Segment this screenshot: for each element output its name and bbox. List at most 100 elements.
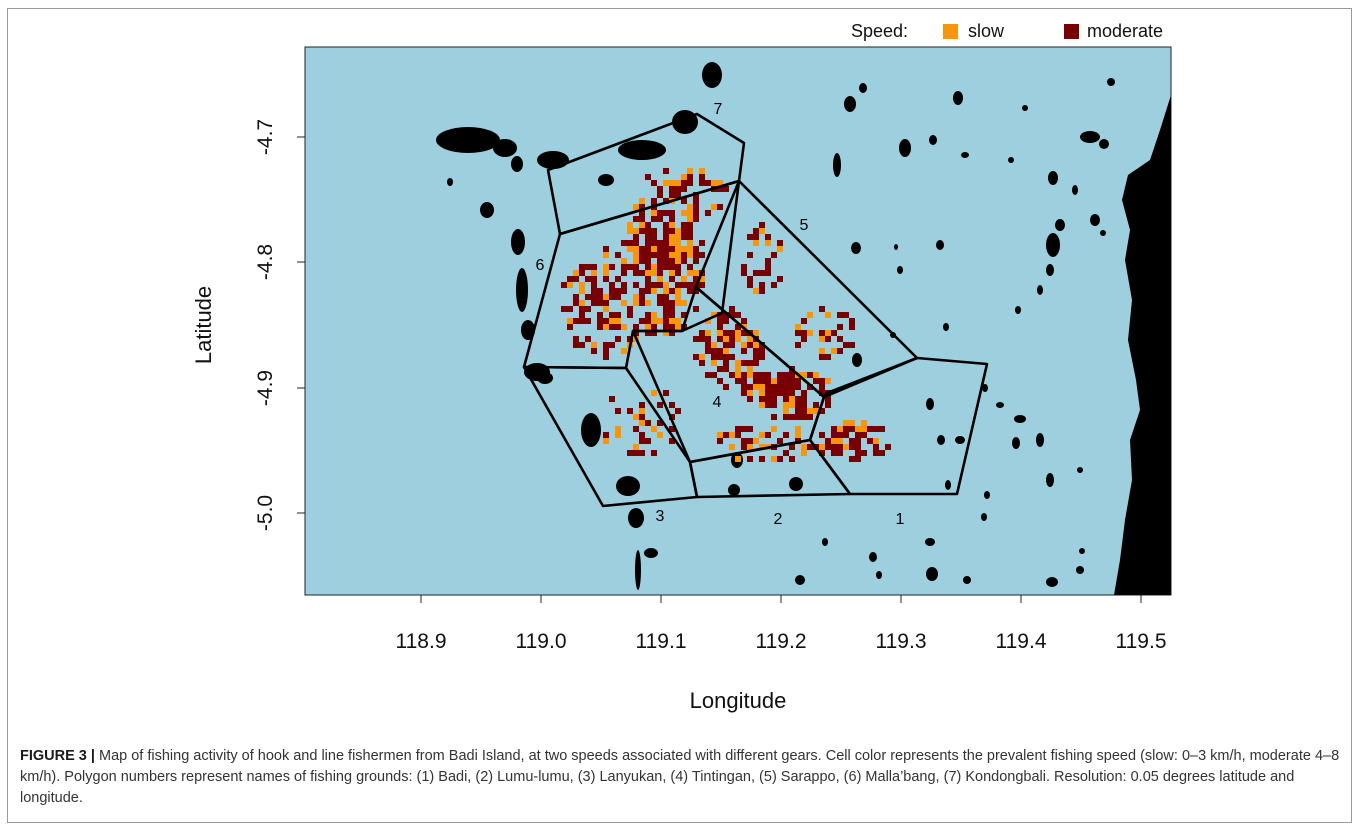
fishing-cell: [621, 300, 627, 306]
fishing-cell: [681, 276, 687, 282]
fishing-cell: [603, 264, 609, 270]
polygon-label-4: 4: [713, 394, 722, 411]
fishing-cell: [681, 174, 687, 180]
fishing-cell: [609, 396, 615, 402]
fishing-cell: [645, 438, 651, 444]
fishing-cell: [669, 192, 675, 198]
fishing-cell: [699, 354, 705, 360]
fishing-cell: [657, 246, 663, 252]
fishing-cell: [717, 318, 723, 324]
fishing-cell: [657, 270, 663, 276]
fishing-cell: [651, 312, 657, 318]
fishing-cell: [675, 258, 681, 264]
fishing-cell: [621, 282, 627, 288]
fishing-cell: [861, 426, 867, 432]
fishing-cell: [777, 372, 783, 378]
fishing-cell: [669, 402, 675, 408]
fishing-cell: [747, 396, 753, 402]
fishing-cell: [669, 324, 675, 330]
fishing-cell: [807, 312, 813, 318]
fishing-cell: [873, 438, 879, 444]
fishing-cell: [621, 270, 627, 276]
fishing-cell: [771, 414, 777, 420]
fishing-cell: [807, 384, 813, 390]
islands: [436, 62, 1115, 590]
fishing-cell: [681, 300, 687, 306]
fishing-cell: [633, 240, 639, 246]
fishing-cell: [801, 372, 807, 378]
fishing-cell: [669, 264, 675, 270]
fishing-cell: [591, 264, 597, 270]
fishing-cell: [675, 294, 681, 300]
fishing-cell: [801, 330, 807, 336]
fishing-cell: [567, 306, 573, 312]
fishing-cell: [777, 240, 783, 246]
fishing-cell: [645, 420, 651, 426]
fishing-cell: [579, 282, 585, 288]
fishing-cell: [879, 426, 885, 432]
caption-text: Map of fishing activity of hook and line…: [20, 748, 1340, 806]
fishing-cell: [657, 294, 663, 300]
fishing-cell: [747, 360, 753, 366]
fishing-cell: [729, 336, 735, 342]
fishing-cell: [693, 216, 699, 222]
fishing-cell: [645, 312, 651, 318]
fishing-cell: [609, 324, 615, 330]
fishing-cell: [603, 306, 609, 312]
fishing-cell: [681, 312, 687, 318]
fishing-cell: [657, 258, 663, 264]
fishing-cell: [717, 186, 723, 192]
fishing-cell: [723, 354, 729, 360]
fishing-cell: [663, 390, 669, 396]
fishing-cell: [603, 300, 609, 306]
fishing-cell: [771, 282, 777, 288]
fishing-cell: [687, 240, 693, 246]
fishing-cell: [735, 336, 741, 342]
fishing-cell: [645, 288, 651, 294]
fishing-cell: [759, 432, 765, 438]
fishing-cell: [639, 204, 645, 210]
fishing-cell: [675, 240, 681, 246]
fishing-cell: [717, 180, 723, 186]
fishing-cell: [849, 342, 855, 348]
fishing-cell: [717, 354, 723, 360]
fishing-cell: [729, 372, 735, 378]
fishing-cell: [825, 330, 831, 336]
fishing-cell: [573, 336, 579, 342]
fishing-cell: [783, 414, 789, 420]
fishing-cell: [837, 426, 843, 432]
fishing-cell: [771, 378, 777, 384]
fishing-cell: [777, 384, 783, 390]
fishing-cell: [687, 180, 693, 186]
fishing-cell: [837, 432, 843, 438]
fishing-cell: [603, 270, 609, 276]
fishing-cell: [663, 258, 669, 264]
fishing-cell: [741, 330, 747, 336]
fishing-cell: [669, 216, 675, 222]
fishing-cell: [705, 210, 711, 216]
fishing-cell: [639, 432, 645, 438]
fishing-cell: [801, 318, 807, 324]
fishing-cell: [579, 288, 585, 294]
fishing-cell: [603, 294, 609, 300]
fishing-cell: [675, 180, 681, 186]
fishing-cell: [735, 372, 741, 378]
fishing-cell: [579, 270, 585, 276]
fishing-cell: [747, 438, 753, 444]
fishing-cell: [633, 414, 639, 420]
fishing-cell: [819, 306, 825, 312]
fishing-cell: [573, 342, 579, 348]
fishing-cell: [603, 324, 609, 330]
fishing-cell: [837, 312, 843, 318]
fishing-cell: [651, 180, 657, 186]
fishing-cell: [603, 354, 609, 360]
fishing-cell: [699, 282, 705, 288]
fishing-cell: [741, 348, 747, 354]
fishing-cell: [621, 324, 627, 330]
fishing-cell: [843, 426, 849, 432]
fishing-cell: [663, 168, 669, 174]
fishing-activity-map: 1 2 3 4 5 6 7 118.9 119.0 119.1 119.2 11…: [191, 21, 1172, 713]
fishing-cell: [789, 372, 795, 378]
polygon-1-badi: [808, 356, 989, 496]
fishing-cell: [561, 306, 567, 312]
